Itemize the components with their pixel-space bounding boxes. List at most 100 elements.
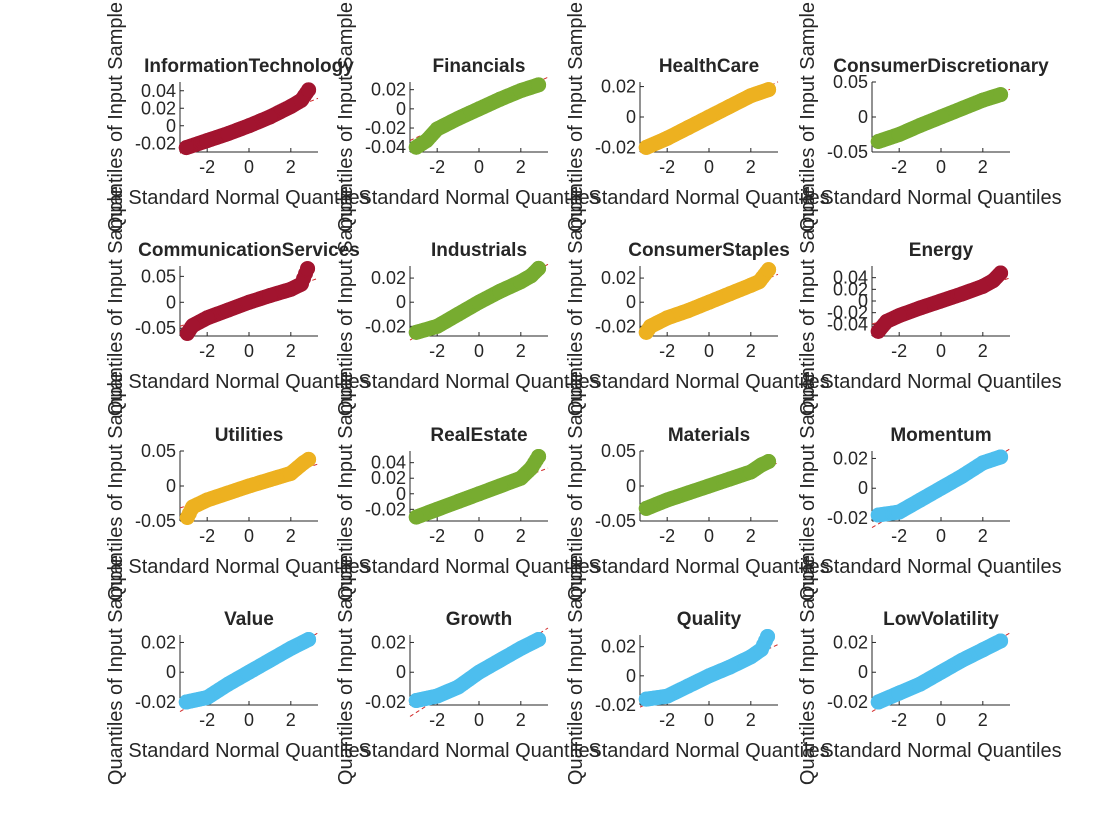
x-axis-label: Standard Normal Quantiles (820, 371, 1061, 393)
data-point (471, 294, 487, 310)
x-axis-label: Standard Normal Quantiles (588, 187, 829, 209)
y-tick-label: 0 (166, 116, 176, 136)
data-point (975, 455, 991, 471)
data-point (513, 470, 529, 486)
x-tick-label: 0 (244, 710, 254, 730)
panel-title: Energy (909, 240, 974, 261)
y-axis-label: Quantiles of Input Sample (105, 186, 127, 416)
data-point (408, 324, 424, 340)
data-point (241, 294, 257, 310)
y-tick-label: 0.02 (371, 80, 406, 100)
y-tick-label: 0.05 (833, 72, 868, 92)
data-point (751, 274, 767, 290)
data-point (680, 485, 696, 501)
y-axis-label: Quantiles of Input Sample (565, 555, 587, 785)
y-tick-label: 0 (166, 662, 176, 682)
y-axis-label: Quantiles of Input Sample (335, 2, 357, 232)
data-point (870, 694, 886, 710)
y-tick-label: 0.02 (371, 268, 406, 288)
x-tick-label: 0 (936, 710, 946, 730)
data-point (220, 302, 236, 318)
y-tick-label: -0.02 (365, 499, 406, 519)
panel-title: Financials (433, 56, 526, 77)
x-tick-label: 2 (978, 526, 988, 546)
data-point (241, 118, 257, 134)
x-axis-label: Standard Normal Quantiles (128, 556, 369, 578)
data-point (199, 492, 215, 508)
y-tick-label: -0.02 (595, 137, 636, 157)
x-tick-label: 0 (474, 710, 484, 730)
x-tick-label: 2 (286, 341, 296, 361)
data-point (993, 449, 1009, 465)
qq-panel: -2 0 2 -0.02 0 0.02 Value Standard Normal Quant… (105, 555, 370, 785)
data-point (408, 509, 424, 525)
x-tick-label: 2 (286, 526, 296, 546)
x-tick-label: -2 (429, 157, 445, 177)
y-tick-label: 0.02 (833, 448, 868, 468)
panel-title: LowVolatility (883, 609, 999, 630)
x-tick-label: 2 (746, 341, 756, 361)
data-point (531, 260, 547, 276)
x-tick-label: 2 (746, 157, 756, 177)
x-tick-label: -2 (891, 157, 907, 177)
data-point (262, 288, 278, 304)
data-point (933, 480, 949, 496)
panel-title: Momentum (890, 425, 991, 446)
y-tick-label: -0.05 (135, 511, 176, 531)
y-axis-label: Quantiles of Input Sample (565, 186, 587, 416)
y-tick-label: 0.05 (141, 441, 176, 461)
y-axis-label: Quantiles of Input Sample (797, 555, 819, 785)
data-point (185, 499, 201, 515)
qq-panel: -2 0 2-0.0200.020.04InformationTechnologyS… (105, 2, 370, 232)
y-tick-label: 0 (396, 662, 406, 682)
x-tick-label: 0 (936, 526, 946, 546)
data-point (912, 300, 928, 316)
y-tick-label: -0.05 (135, 318, 176, 338)
y-tick-label: -0.02 (365, 316, 406, 336)
y-tick-label: -0.02 (595, 695, 636, 715)
data-point (912, 676, 928, 692)
data-point (220, 485, 236, 501)
data-point (429, 121, 445, 137)
y-tick-label: -0.02 (135, 133, 176, 153)
y-tick-label: 0 (858, 291, 868, 311)
panel-title: Growth (446, 609, 513, 630)
data-point (701, 668, 717, 684)
y-tick-label: 0 (166, 476, 176, 496)
qq-panel: -2 0 2 -0.05 0 0.05 CommunicationServices Stand… (105, 186, 370, 416)
data-point (659, 310, 675, 326)
y-tick-label: -0.02 (135, 692, 176, 712)
y-axis-label: Quantiles of Input Sample (797, 186, 819, 416)
y-axis-label: Quantiles of Input Sample (105, 555, 127, 785)
data-point (891, 504, 907, 520)
x-axis-label: Standard Normal Quantiles (588, 740, 829, 762)
x-tick-label: 0 (704, 157, 714, 177)
panel-title: Quality (677, 609, 742, 630)
x-axis-label: Standard Normal Quantiles (588, 556, 829, 578)
qq-panel: -2 0 2 -0.02 0 0.02 LowVolatility Standard Norm… (797, 555, 1062, 785)
x-tick-label: 2 (746, 526, 756, 546)
data-point (523, 460, 539, 476)
y-tick-label: 0 (166, 292, 176, 312)
x-tick-label: 2 (516, 526, 526, 546)
y-tick-label: -0.02 (365, 692, 406, 712)
data-point (993, 87, 1009, 103)
y-tick-label: -0.05 (827, 142, 868, 162)
x-tick-label: -2 (199, 157, 215, 177)
data-point (450, 679, 466, 695)
x-tick-label: 2 (286, 710, 296, 730)
data-point (680, 120, 696, 136)
x-tick-label: 2 (978, 710, 988, 730)
data-point (760, 628, 776, 644)
x-axis-label: Standard Normal Quantiles (588, 371, 829, 393)
data-point (761, 262, 777, 278)
data-point (891, 685, 907, 701)
x-tick-label: -2 (891, 710, 907, 730)
data-point (262, 109, 278, 125)
qq-panel: -2 0 2 -0.05 0 0.05 Utilities Standard Normal Q… (105, 371, 370, 601)
x-tick-label: -2 (429, 526, 445, 546)
data-point (262, 652, 278, 668)
qq-panel: -2 0 2 -0.02 0 0.02 Momentum Standard Normal Qu… (797, 371, 1062, 601)
x-axis-label: Standard Normal Quantiles (358, 740, 599, 762)
